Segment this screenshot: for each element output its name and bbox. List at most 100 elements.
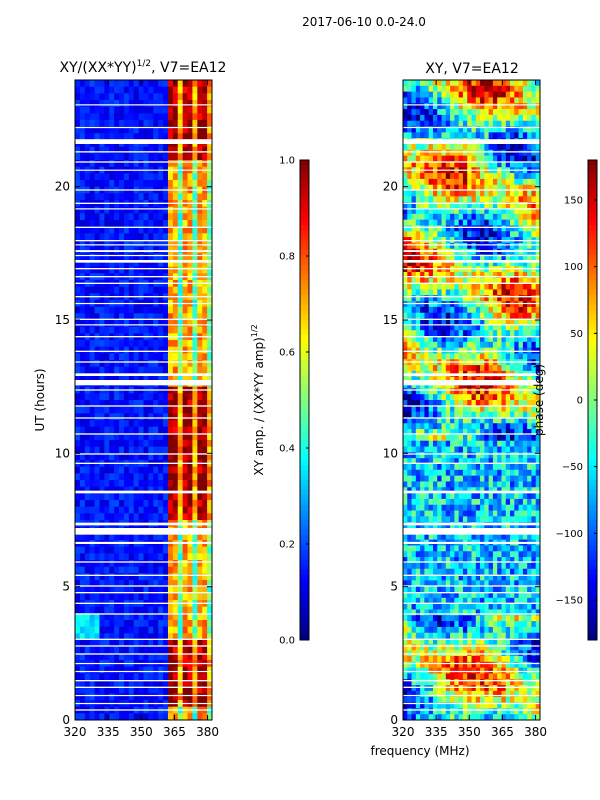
left-heatmap-cell xyxy=(202,340,208,348)
left-heatmap-cell xyxy=(109,580,115,588)
right-heatmap-cell xyxy=(420,411,425,418)
left-heatmap-cell xyxy=(197,480,203,488)
left-heatmap-cell xyxy=(114,320,120,328)
left-heatmap-cell xyxy=(153,160,159,168)
right-heatmap-cell xyxy=(522,452,528,459)
left-heatmap-cell xyxy=(207,253,213,261)
right-heatmap-cell xyxy=(510,429,515,436)
left-heatmap-cell xyxy=(104,406,110,414)
left-heatmap-cell xyxy=(202,233,208,241)
right-heatmap-cell xyxy=(492,231,498,238)
left-heatmap-cell xyxy=(79,153,86,161)
left-heatmap-cell xyxy=(182,253,188,261)
left-heatmap-cell xyxy=(192,326,198,334)
left-heatmap-cell xyxy=(119,613,125,621)
left-heatmap-cell xyxy=(143,613,149,621)
right-heatmap-cell xyxy=(420,126,425,133)
left-heatmap-cell xyxy=(109,673,115,681)
right-heatmap-cell xyxy=(527,120,532,127)
right-heatmap-cell xyxy=(445,213,451,221)
right-heatmap-cell xyxy=(424,283,430,290)
left-heatmap-cell xyxy=(163,193,169,201)
left-heatmap-cell xyxy=(197,133,203,141)
right-heatmap-cell xyxy=(467,394,472,401)
right-heatmap-cell xyxy=(445,260,451,267)
right-heatmap-cell xyxy=(432,312,438,319)
right-heatmap-cell xyxy=(403,277,408,285)
right-heatmap-cell xyxy=(432,225,438,232)
left-heatmap-cell xyxy=(104,260,110,268)
left-heatmap-cell xyxy=(143,113,149,121)
right-heatmap-cell xyxy=(488,202,494,209)
right-heatmap-cell xyxy=(450,114,455,122)
right-heatmap-cell xyxy=(522,254,528,261)
left-colorbar-segment xyxy=(300,225,309,231)
left-heatmap-cell xyxy=(75,93,81,101)
left-heatmap-cell xyxy=(119,593,125,601)
right-heatmap-cell xyxy=(514,97,519,104)
left-heatmap-cell xyxy=(75,433,81,441)
right-heatmap-cell xyxy=(462,365,468,372)
left-heatmap-cell xyxy=(114,560,120,568)
left-colorbar-segment xyxy=(300,395,309,401)
left-heatmap-cell xyxy=(148,253,154,261)
right-heatmap-cell xyxy=(441,295,447,302)
left-heatmap-cell xyxy=(143,260,149,268)
right-heatmap-cell xyxy=(505,225,511,232)
left-heatmap-cell xyxy=(138,686,144,694)
left-heatmap-cell xyxy=(182,686,188,694)
right-heatmap-cell xyxy=(522,225,528,232)
left-heatmap-cell xyxy=(197,633,203,641)
left-heatmap-cell xyxy=(143,206,149,214)
left-heatmap-cell xyxy=(133,426,139,434)
left-heatmap-cell xyxy=(153,353,159,361)
left-heatmap-cell xyxy=(75,193,81,201)
left-heatmap-cell xyxy=(138,240,144,248)
left-heatmap-cell xyxy=(89,240,95,248)
left-heatmap-cell xyxy=(99,453,105,461)
left-heatmap-cell xyxy=(177,493,184,501)
left-heatmap-cell xyxy=(79,693,86,701)
left-heatmap-cell xyxy=(84,400,91,408)
left-heatmap-cell xyxy=(182,346,188,354)
right-heatmap-cell xyxy=(441,440,447,447)
left-heatmap-cell xyxy=(153,500,159,508)
right-heatmap-cell xyxy=(514,120,519,127)
left-heatmap-cell xyxy=(192,686,198,694)
right-heatmap-cell xyxy=(514,318,519,325)
left-heatmap-cell xyxy=(187,326,193,334)
left-heatmap-cell xyxy=(167,653,174,661)
left-heatmap-cell xyxy=(104,633,110,641)
right-heatmap-cell xyxy=(501,161,507,168)
left-heatmap-cell xyxy=(207,560,213,568)
right-heatmap-cell xyxy=(415,446,421,453)
right-heatmap-cell xyxy=(518,382,524,389)
left-heatmap-cell xyxy=(202,480,208,488)
left-heatmap-cell xyxy=(89,133,95,141)
left-heatmap-cell xyxy=(109,213,115,221)
right-heatmap-cell xyxy=(403,225,408,232)
left-heatmap-cell xyxy=(158,626,164,634)
right-heatmap-cell xyxy=(450,103,455,110)
left-heatmap-cell xyxy=(109,400,115,408)
right-heatmap-cell xyxy=(454,132,460,139)
left-heatmap-cell xyxy=(148,113,154,121)
left-colorbar-segment xyxy=(300,275,309,281)
right-heatmap-cell xyxy=(445,318,451,325)
right-heatmap-cell xyxy=(514,184,519,191)
left-heatmap-cell xyxy=(75,586,81,594)
right-heatmap-cell xyxy=(531,254,537,261)
left-heatmap-cell xyxy=(133,226,139,234)
right-heatmap-cell xyxy=(432,400,438,407)
left-heatmap-cell xyxy=(133,153,139,161)
left-colorbar-segment xyxy=(300,470,309,476)
left-heatmap-cell xyxy=(197,500,203,508)
right-heatmap-cell xyxy=(420,341,425,349)
left-heatmap-cell xyxy=(114,360,120,368)
left-heatmap-cell xyxy=(187,80,193,88)
left-heatmap-cell xyxy=(197,493,203,501)
left-heatmap-cell xyxy=(187,153,193,161)
left-heatmap-cell xyxy=(143,433,149,441)
left-heatmap-cell xyxy=(109,406,115,414)
left-colorbar-tick-label: 0.8 xyxy=(279,252,295,263)
